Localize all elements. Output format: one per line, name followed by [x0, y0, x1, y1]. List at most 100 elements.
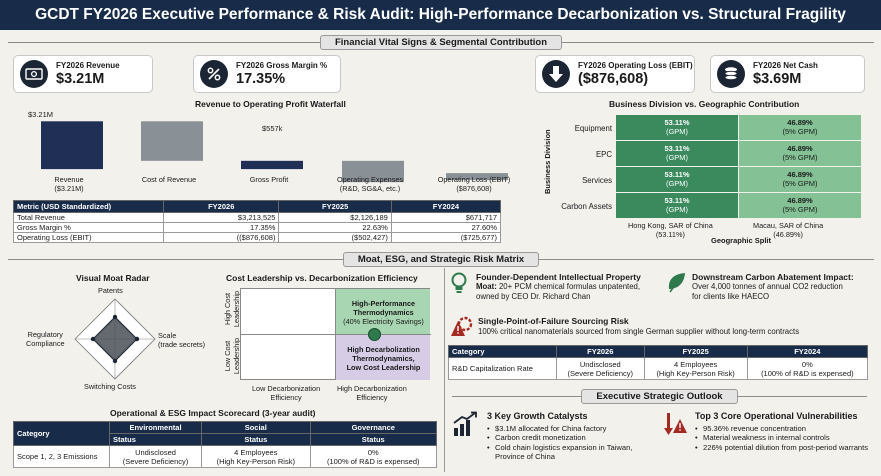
growth-chart-icon — [452, 411, 478, 439]
radar-label-switching: Switching Costs — [84, 382, 136, 391]
waterfall-category-label: Gross Profit — [249, 175, 289, 184]
col-header: FY2026 — [162, 200, 280, 213]
table-row: Operating Loss (EBIT) (($876,608) ($502,42… — [13, 232, 502, 243]
scorecard-title: Operational & ESG Impact Scorecard (3-ye… — [110, 408, 316, 418]
radar-title: Visual Moat Radar — [76, 273, 150, 283]
waterfall-bar — [41, 121, 103, 170]
moat-radar — [74, 298, 156, 380]
col-header: Social — [201, 421, 311, 434]
heatmap-cell: 46.89% (5% GPM) — [739, 115, 861, 140]
heatmap-row-label: Equipment — [574, 124, 612, 133]
row-label: Operating Loss (EBIT) — [13, 232, 164, 243]
kpi-value: ($876,608) — [578, 71, 649, 87]
kpi-value: 17.35% — [236, 71, 286, 87]
esg-scorecard-table: Category Environmental Social Governance… — [13, 421, 437, 468]
waterfall-category-label: Operating Loss (EBIT) ($876,608) — [437, 175, 511, 193]
kpi-label: FY2026 Operating Loss (EBIT) — [578, 61, 693, 70]
kpi-value: $3.21M — [56, 71, 105, 87]
section-title: Executive Strategic Outlook — [581, 388, 738, 404]
col-header: Metric (USD Standardized) — [13, 200, 164, 213]
heatmap-cell: 53.11% (GPM) — [616, 193, 738, 218]
col-subheader: Status — [108, 433, 203, 446]
waterfall-bar — [141, 121, 203, 161]
col-header: Category — [13, 421, 110, 446]
matrix-y-high: High Cost Leadership — [223, 290, 241, 328]
matrix-grid: High-Performance Thermodynamics (40% Elect… — [240, 288, 431, 380]
table-row: R&D Capitalization Rate Undisclosed (Seve… — [448, 357, 869, 380]
col-header: FY2024 — [390, 200, 502, 213]
col-subheader: Status — [201, 433, 311, 446]
rd-capitalization-table: Category FY2026 FY2025 FY2024 R&D Capita… — [448, 345, 869, 380]
table-cell: ($725,677) — [390, 232, 502, 243]
percent-icon — [200, 60, 228, 88]
table-cell: 17.35% — [162, 222, 280, 233]
waterfall-category-label: Operating Expenses (R&D, SG&A, etc.) — [336, 175, 404, 193]
list-item: $3.1M allocated for China factory — [487, 424, 662, 434]
growth-title: 3 Key Growth Catalysts — [487, 411, 588, 421]
risk-carbon-title: Downstream Carbon Abatement Impact: — [692, 272, 854, 282]
kpi-label: FY2026 Net Cash — [753, 61, 818, 70]
list-item: Material weakness in internal controls — [695, 433, 875, 443]
heatmap-cell: 46.89% (5% GPM) — [739, 141, 861, 166]
kpi-card-operating-loss: FY2026 Operating Loss (EBIT) ($876,608) — [535, 55, 695, 93]
risk-carbon-body: Over 4,000 tonnes of annual CO2 reductio… — [692, 282, 843, 301]
financial-table: Metric (USD Standardized) FY2026 FY2025 FY2… — [13, 200, 502, 243]
radar-point — [90, 336, 96, 342]
waterfall-bar — [342, 160, 404, 183]
heatmap-cell: 46.89% (5% GPM) — [739, 167, 861, 192]
section-header-outlook: Executive Strategic Outlook — [452, 388, 867, 404]
waterfall-chart — [41, 121, 508, 183]
table-row: Scope 1, 2, 3 Emissions Undisclosed (Seve… — [13, 445, 437, 468]
col-header: FY2024 — [746, 345, 869, 358]
risk-spof-body: 100% critical nanomaterials sourced from… — [478, 327, 800, 336]
growth-list: $3.1M allocated for China factory Carbon… — [487, 424, 662, 461]
section-header-financial: Financial Vital Signs & Segmental Contri… — [8, 34, 874, 50]
section-header-moat: Moat, ESG, and Strategic Risk Matrix — [8, 251, 874, 267]
heatmap-row-label: EPC — [595, 150, 612, 159]
heatmap-cell: 53.11% (GPM) — [616, 115, 738, 140]
radar-point — [112, 314, 118, 320]
matrix-y-low: Low Cost Leadership — [223, 337, 241, 375]
col-header: FY2025 — [278, 200, 392, 213]
heatmap-row-label: Services — [582, 176, 612, 185]
waterfall-category-label: Cost of Revenue — [141, 175, 197, 184]
heatmap-cell: 53.11% (GPM) — [616, 167, 738, 192]
heatmap-row-label: Carbon Assets — [561, 202, 612, 211]
kpi-label: FY2026 Revenue — [56, 61, 120, 70]
table-cell: (($876,608) — [162, 232, 280, 243]
vulnerabilities-list: 95.36% revenue concentration Material we… — [695, 424, 875, 452]
kpi-card-revenue: FY2026 Revenue $3.21M — [13, 55, 153, 93]
matrix-quadrant-top-right: High-Performance Thermodynamics (40% Elect… — [335, 289, 430, 335]
col-header: Governance — [309, 421, 437, 434]
leaf-icon — [667, 272, 687, 296]
col-subheader: Status — [309, 433, 437, 446]
section-title: Financial Vital Signs & Segmental Contri… — [319, 34, 562, 50]
heatmap-cell: 46.89% (5% GPM) — [739, 193, 861, 218]
col-header: Environmental — [108, 421, 203, 434]
heatmap-col-left: Hong Kong, SAR of China (53.11%) — [628, 221, 713, 239]
matrix-quadrant-bottom-right: High Decarbolization Thermodynamics, Low C… — [335, 335, 430, 380]
waterfall-title: Revenue to Operating Profit Waterfall — [195, 99, 346, 109]
waterfall-category-label: Revenue ($3.21M) — [54, 175, 84, 193]
table-cell: $2,126,189 — [278, 212, 392, 223]
row-label: Total Revenue — [13, 212, 164, 223]
risk-spof-title: Single-Point-of-Failure Sourcing Risk — [478, 316, 629, 326]
heatmap-col-right: Macau, SAR of China (46.89%) — [753, 221, 824, 239]
kpi-card-gross-margin: FY2026 Gross Margin % 17.35% — [193, 55, 341, 93]
lightbulb-icon — [450, 272, 468, 298]
list-item: Carbon credit monetization — [487, 433, 662, 443]
col-header: FY2026 — [556, 345, 645, 358]
table-cell: 22.63% — [278, 222, 392, 233]
table-row: Total Revenue $3,213,525 $2,126,189 $671,71… — [13, 212, 502, 223]
page-title: GCDT FY2026 Executive Performance & Risk… — [0, 0, 881, 30]
kpi-value: $3.69M — [753, 71, 802, 87]
kpi-card-net-cash: FY2026 Net Cash $3.69M — [710, 55, 865, 93]
risk-ip-body: Moat: 20+ PCM chemical formulas unpatent… — [476, 282, 641, 301]
row-label: Gross Margin % — [13, 222, 164, 233]
vulnerabilities-title: Top 3 Core Operational Vulnerabilities — [695, 411, 858, 421]
list-item: 95.36% revenue concentration — [695, 424, 875, 434]
radar-label-scale: Scale (trade secrets) — [158, 331, 206, 349]
table-cell: 27.60% — [390, 222, 502, 233]
heatmap-cell: 53.11% (GPM) — [616, 141, 738, 166]
col-header: Category — [448, 345, 557, 358]
